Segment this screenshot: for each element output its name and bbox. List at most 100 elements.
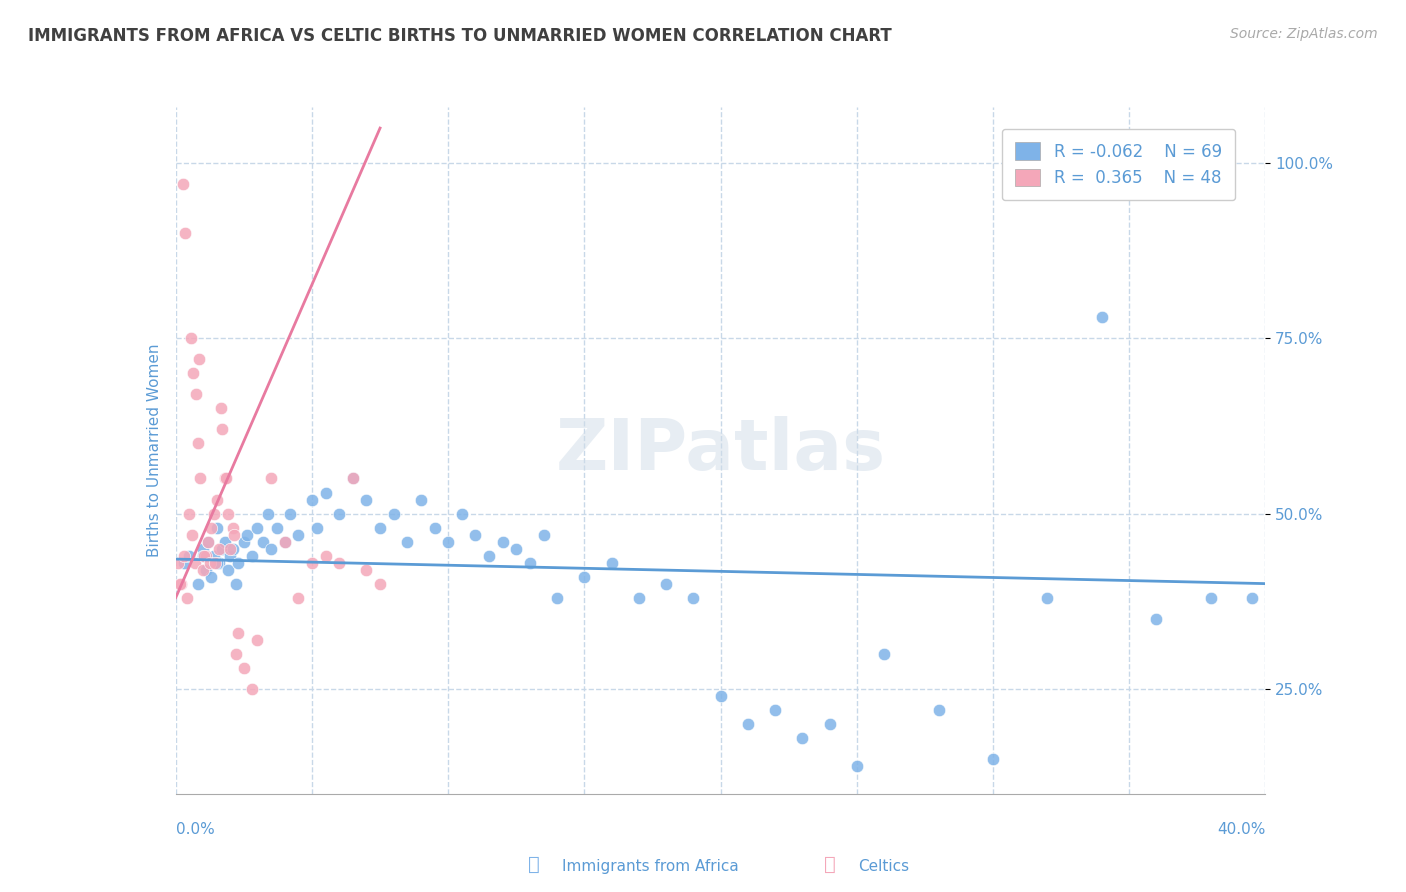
Point — [215, 471, 238, 485]
Point — [710, 689, 733, 703]
Point — [1091, 310, 1114, 325]
Point — [437, 534, 460, 549]
Point — [478, 549, 501, 563]
Point — [240, 549, 263, 563]
Point — [202, 507, 225, 521]
Point — [186, 576, 209, 591]
Point — [873, 647, 896, 661]
Point — [546, 591, 568, 605]
Point — [315, 485, 337, 500]
Point — [274, 534, 297, 549]
Point — [217, 563, 239, 577]
Point — [181, 527, 204, 541]
Text: Immigrants from Africa: Immigrants from Africa — [562, 859, 740, 874]
Point — [655, 576, 678, 591]
Point — [191, 541, 214, 556]
Point — [186, 387, 208, 401]
Point — [368, 520, 391, 534]
Point — [240, 681, 263, 696]
Point — [205, 520, 228, 534]
Point — [205, 556, 228, 570]
Point — [198, 556, 221, 570]
Point — [211, 541, 233, 556]
Point — [197, 534, 219, 549]
Point — [792, 731, 814, 745]
Point — [197, 534, 219, 549]
Point — [200, 520, 222, 534]
Point — [574, 569, 596, 583]
Point — [492, 534, 515, 549]
Text: Celtics: Celtics — [858, 859, 908, 874]
Point — [183, 367, 205, 381]
Point — [200, 569, 222, 583]
Point — [188, 471, 211, 485]
Point — [235, 527, 257, 541]
Point — [287, 527, 309, 541]
Point — [211, 422, 233, 436]
Point — [356, 492, 378, 507]
Point — [328, 507, 350, 521]
Point — [180, 331, 202, 345]
Point — [260, 471, 283, 485]
Point — [328, 556, 350, 570]
Text: ⬜: ⬜ — [529, 855, 540, 874]
Point — [600, 556, 623, 570]
Point — [266, 520, 288, 534]
Point — [187, 352, 209, 367]
Point — [167, 556, 190, 570]
Point — [204, 556, 226, 570]
Point — [194, 563, 217, 577]
Text: ZIPatlas: ZIPatlas — [555, 416, 886, 485]
Point — [464, 527, 486, 541]
Point — [342, 471, 364, 485]
Point — [205, 492, 228, 507]
Point — [232, 534, 254, 549]
Point — [219, 549, 242, 563]
Point — [202, 549, 225, 563]
Point — [1036, 591, 1059, 605]
Point — [225, 576, 247, 591]
Point — [342, 471, 364, 485]
Point — [219, 541, 242, 556]
Point — [519, 556, 541, 570]
Point — [763, 703, 786, 717]
Point — [173, 556, 195, 570]
Point — [222, 541, 245, 556]
Text: 40.0%: 40.0% — [1218, 822, 1265, 837]
Text: 0.0%: 0.0% — [176, 822, 215, 837]
Point — [533, 527, 555, 541]
Point — [217, 507, 239, 521]
Point — [368, 576, 391, 591]
Point — [307, 520, 329, 534]
Point — [176, 591, 198, 605]
Point — [409, 492, 432, 507]
Point — [184, 556, 207, 570]
Legend: R = -0.062    N = 69, R =  0.365    N = 48: R = -0.062 N = 69, R = 0.365 N = 48 — [1002, 129, 1236, 201]
Point — [505, 541, 527, 556]
Point — [228, 625, 250, 640]
Point — [278, 507, 301, 521]
Point — [194, 549, 217, 563]
Point — [193, 549, 215, 563]
Point — [845, 759, 868, 773]
Point — [191, 549, 214, 563]
Point — [224, 527, 246, 541]
Point — [737, 716, 759, 731]
Point — [179, 549, 201, 563]
Point — [174, 226, 197, 240]
Point — [301, 556, 323, 570]
Point — [186, 436, 209, 450]
Text: Source: ZipAtlas.com: Source: ZipAtlas.com — [1230, 27, 1378, 41]
Point — [228, 556, 250, 570]
Point — [246, 632, 269, 647]
Point — [260, 541, 283, 556]
Point — [191, 563, 214, 577]
Point — [287, 591, 309, 605]
Text: ⬜: ⬜ — [824, 855, 835, 874]
Point — [1199, 591, 1222, 605]
Point — [423, 520, 446, 534]
Point — [382, 507, 405, 521]
Point — [246, 520, 269, 534]
Point — [222, 520, 245, 534]
Point — [356, 563, 378, 577]
